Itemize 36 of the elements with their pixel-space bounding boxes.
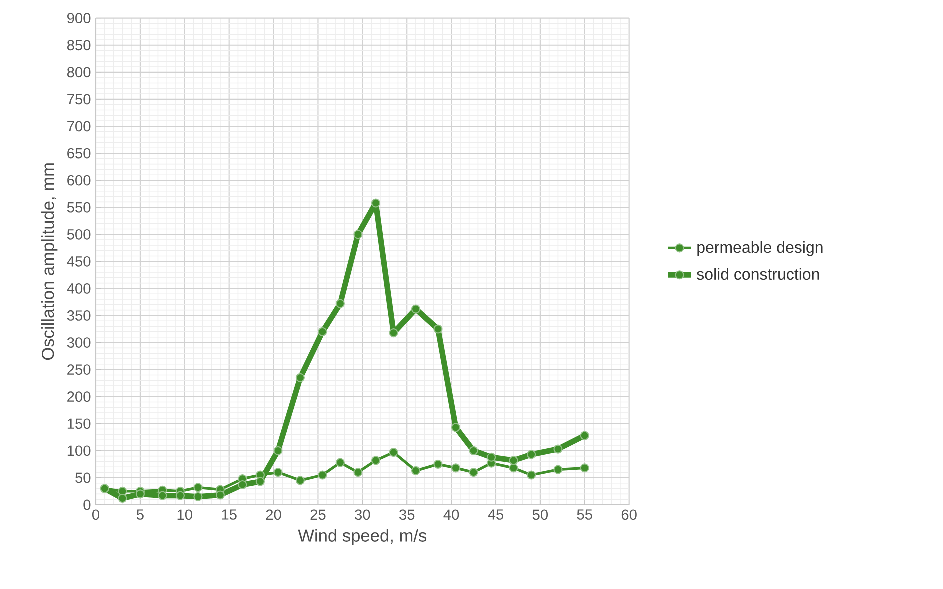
y-tick-label: 450	[67, 256, 91, 267]
x-tick-label: 0	[92, 510, 100, 520]
y-tick-label: 250	[68, 364, 91, 375]
y-tick-label: 0	[84, 500, 91, 510]
y-tick-label: 600	[68, 175, 91, 186]
x-tick-label: 55	[577, 510, 592, 520]
x-tick-label: 50	[532, 510, 548, 520]
x-tick-label: 35	[400, 510, 415, 520]
x-tick-label: 5	[136, 510, 144, 520]
y-tick-label: 850	[67, 40, 91, 51]
legend-label: solid construction	[697, 268, 820, 280]
y-tick-label: 500	[67, 229, 91, 240]
y-tick-label: 300	[67, 338, 91, 348]
x-axis-title: Wind speed, m/s	[298, 529, 427, 546]
y-tick-label: 50	[76, 472, 91, 484]
y-tick-label: 800	[67, 67, 91, 78]
y-tick-label: 900	[68, 13, 91, 24]
y-tick-label: 100	[68, 446, 91, 456]
x-tick-label: 30	[355, 510, 370, 520]
x-tick-label: 60	[622, 510, 637, 520]
y-tick-label: 700	[68, 121, 91, 132]
y-tick-label: 200	[68, 392, 91, 402]
y-tick-label: 550	[67, 202, 91, 213]
x-tick-label: 20	[266, 510, 282, 520]
y-axis-title: Oscillation amplitude, mm	[42, 164, 58, 360]
x-tick-label: 45	[488, 510, 504, 520]
x-tick-label: 10	[178, 510, 192, 520]
x-tick-label: 40	[444, 510, 460, 520]
x-tick-label: 15	[222, 510, 237, 520]
y-tick-label: 650	[68, 148, 91, 159]
y-tick-label: 750	[68, 94, 91, 105]
legend-label: permeable design	[698, 241, 823, 256]
y-tick-label: 400	[67, 284, 91, 294]
y-tick-label: 150	[68, 418, 91, 430]
x-tick-label: 25	[310, 510, 326, 520]
y-tick-label: 350	[67, 310, 91, 321]
